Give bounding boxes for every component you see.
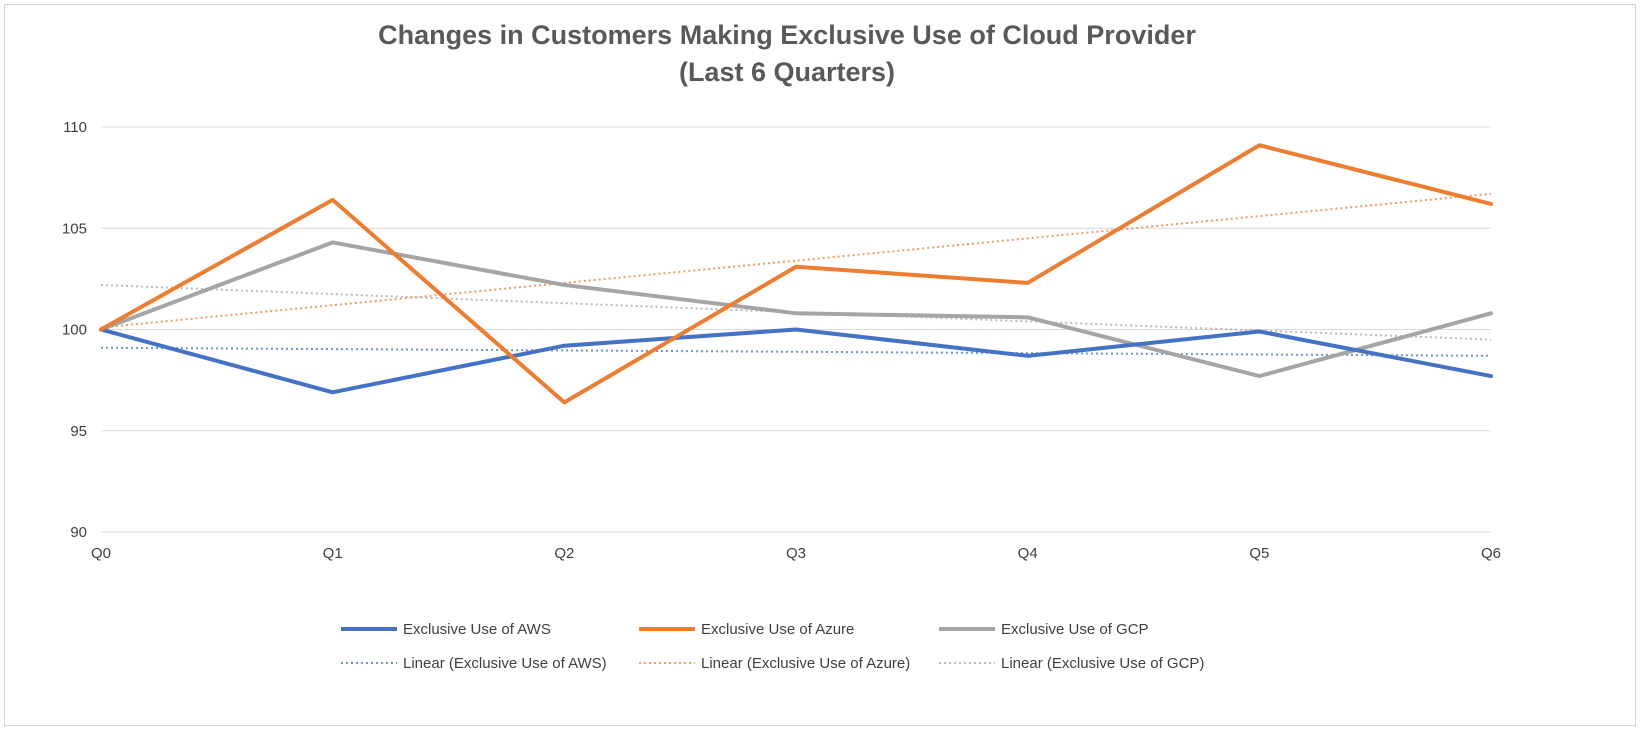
x-axis-tick-labels: Q0 Q1 Q2 Q3 Q4 Q5 Q6 [91,545,1501,562]
y-tick-label: 105 [62,220,87,237]
legend-label: Linear (Exclusive Use of AWS) [403,655,607,672]
legend: Exclusive Use of AWS Exclusive Use of Azu… [341,621,1204,672]
series-line [99,327,1493,395]
x-tick-label: Q2 [554,545,574,562]
trendline [100,346,1492,357]
chart-subtitle: (Last 6 Quarters) [679,57,895,87]
x-tick-label: Q3 [786,545,806,562]
y-tick-label: 95 [70,423,87,440]
chart-title: Changes in Customers Making Exclusive Us… [378,20,1196,50]
x-tick-label: Q1 [323,545,343,562]
chart-frame: Changes in Customers Making Exclusive Us… [4,4,1636,726]
y-tick-label: 110 [63,119,87,136]
line-chart: Changes in Customers Making Exclusive Us… [62,20,1501,672]
series-line [99,143,1493,405]
legend-label: Linear (Exclusive Use of Azure) [701,655,910,672]
y-tick-label: 90 [70,524,87,541]
x-tick-label: Q4 [1018,545,1038,562]
legend-label: Exclusive Use of Azure [701,621,854,638]
x-tick-label: Q6 [1481,545,1501,562]
y-axis-tick-labels: 90 95 100 105 110 [62,119,87,541]
x-tick-label: Q5 [1249,545,1269,562]
series-line [99,240,1493,379]
legend-label: Exclusive Use of GCP [1001,621,1149,638]
series-lines [99,143,1493,405]
legend-label: Linear (Exclusive Use of GCP) [1001,655,1204,672]
legend-label: Exclusive Use of AWS [403,621,551,638]
y-tick-label: 100 [62,322,87,339]
x-tick-label: Q0 [91,545,111,562]
trendlines [100,192,1492,357]
